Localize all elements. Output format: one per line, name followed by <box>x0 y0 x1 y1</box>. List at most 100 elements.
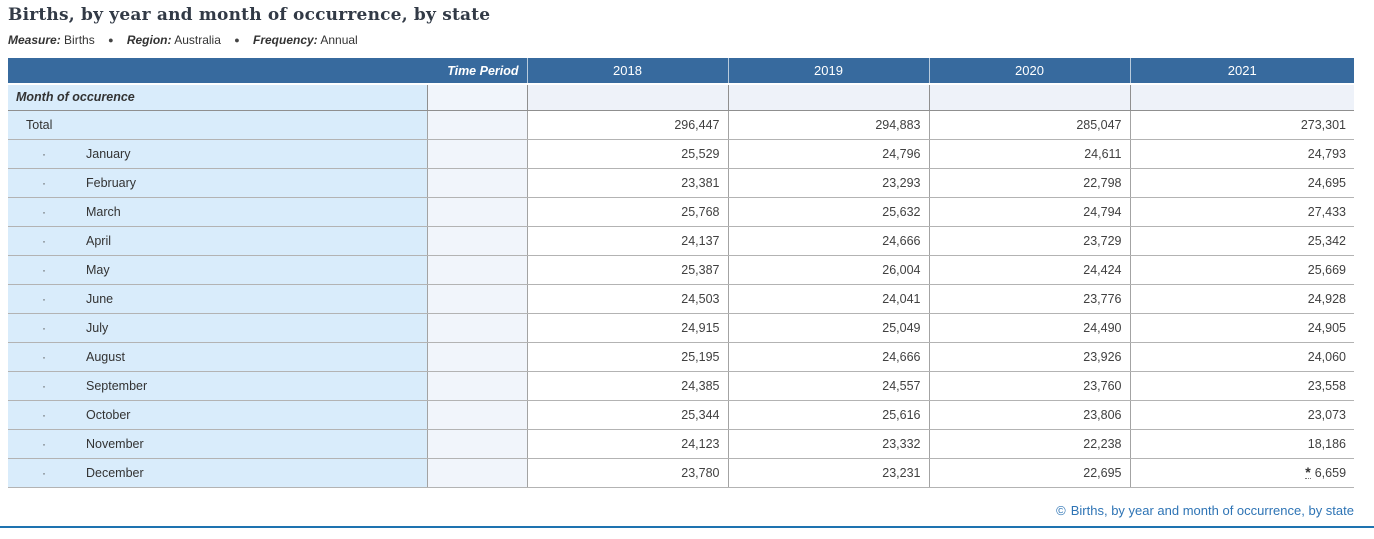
cell-value: 23,332 <box>882 436 921 451</box>
value-cell: 24,490 <box>928 313 1131 343</box>
filter-frequency-label: Frequency: <box>253 33 318 47</box>
row-label: July <box>86 320 109 335</box>
cell-value: 25,529 <box>681 146 720 161</box>
cell-value: 24,137 <box>681 233 720 248</box>
table-row: · December 23,780 23,231 22,695 * 6,659 <box>8 458 1355 488</box>
footnote-asterisk[interactable]: * <box>1305 463 1311 480</box>
year-column-header-2019: 2019 <box>727 58 930 85</box>
filter-region-value: Australia <box>174 33 221 47</box>
value-cell: 23,806 <box>928 400 1131 430</box>
row-label-cell: Total <box>8 110 427 140</box>
row-label: August <box>86 349 125 364</box>
time-period-cell <box>426 429 528 459</box>
row-label-cell: · February <box>8 168 427 198</box>
value-cell: 23,776 <box>928 284 1131 314</box>
value-cell: 24,611 <box>928 139 1131 169</box>
cell-value: 24,666 <box>882 349 921 364</box>
copyright-icon: © <box>1056 502 1066 518</box>
cell-value: 24,385 <box>681 378 720 393</box>
row-label: September <box>86 378 148 393</box>
value-cell: 18,186 <box>1129 429 1355 459</box>
value-cell: 24,385 <box>526 371 729 401</box>
empty-cell <box>928 84 1131 111</box>
row-label: June <box>86 291 114 306</box>
cell-value: 24,666 <box>882 233 921 248</box>
cell-value: 23,729 <box>1083 233 1122 248</box>
cell-value: 23,381 <box>681 175 720 190</box>
value-cell: 23,558 <box>1129 371 1355 401</box>
births-data-table: Time Period 2018 2019 2020 2021 Month of… <box>8 58 1355 488</box>
source-link[interactable]: Births, by year and month of occurrence,… <box>1070 502 1354 518</box>
value-cell: 24,793 <box>1129 139 1355 169</box>
cell-value: 22,238 <box>1083 436 1122 451</box>
cell-value: 24,060 <box>1307 349 1347 364</box>
filter-measure-label: Measure: <box>8 33 61 47</box>
value-cell: 273,301 <box>1129 110 1355 140</box>
table-footer: © Births, by year and month of occurrence… <box>8 503 1354 518</box>
cell-value: 27,433 <box>1307 204 1347 219</box>
time-period-cell <box>426 342 528 372</box>
cell-value: 23,293 <box>882 175 921 190</box>
value-cell: 26,004 <box>727 255 930 285</box>
bullet-separator-icon: ● <box>234 35 240 45</box>
row-label: March <box>86 204 121 219</box>
row-label-cell: · January <box>8 139 427 169</box>
cell-value: 24,123 <box>681 436 720 451</box>
hierarchy-dot-icon: · <box>42 233 46 248</box>
hierarchy-dot-icon: · <box>42 291 46 306</box>
cell-value: 273,301 <box>1300 117 1347 132</box>
cell-value: 22,695 <box>1083 465 1122 480</box>
value-cell: 24,928 <box>1129 284 1355 314</box>
time-period-cell <box>426 84 528 111</box>
page: Births, by year and month of occurrence,… <box>0 5 1374 528</box>
value-cell: 296,447 <box>526 110 729 140</box>
cell-value: 25,195 <box>681 349 720 364</box>
hierarchy-dot-icon: · <box>42 320 46 335</box>
table-row: · May 25,387 26,004 24,424 25,669 <box>8 255 1355 285</box>
value-cell: 22,798 <box>928 168 1131 198</box>
year-column-header-2018: 2018 <box>526 58 729 85</box>
value-cell: 24,424 <box>928 255 1131 285</box>
cell-value: 25,632 <box>882 204 921 219</box>
row-label-cell: · June <box>8 284 427 314</box>
row-label-cell: · July <box>8 313 427 343</box>
cell-value: 25,344 <box>681 407 720 422</box>
cell-value: 24,503 <box>681 291 720 306</box>
value-cell: 24,557 <box>727 371 930 401</box>
cell-value: 24,490 <box>1083 320 1122 335</box>
value-cell: 24,041 <box>727 284 930 314</box>
value-cell: * 6,659 <box>1129 458 1355 488</box>
header-row: Time Period 2018 2019 2020 2021 <box>8 58 1355 85</box>
cell-value: 6,659 <box>1314 465 1347 480</box>
row-label: November <box>86 436 144 451</box>
value-cell: 24,060 <box>1129 342 1355 372</box>
empty-cell <box>1129 84 1355 111</box>
cell-value: 24,796 <box>882 146 921 161</box>
cell-value: 24,915 <box>681 320 720 335</box>
value-cell: 25,616 <box>727 400 930 430</box>
hierarchy-dot-icon: · <box>42 349 46 364</box>
value-cell: 24,666 <box>727 226 930 256</box>
cell-value: 296,447 <box>674 117 720 132</box>
value-cell: 24,137 <box>526 226 729 256</box>
time-period-cell <box>426 197 528 227</box>
hierarchy-dot-icon: · <box>42 465 46 480</box>
hierarchy-dot-icon: · <box>42 262 46 277</box>
hierarchy-dot-icon: · <box>42 175 46 190</box>
value-cell: 23,780 <box>526 458 729 488</box>
cell-value: 23,231 <box>882 465 921 480</box>
cell-value: 24,928 <box>1307 291 1347 306</box>
time-period-cell <box>426 313 528 343</box>
table-row: · October 25,344 25,616 23,806 23,073 <box>8 400 1355 430</box>
filter-region-label: Region: <box>126 33 172 47</box>
time-period-cell <box>426 284 528 314</box>
time-period-cell <box>426 400 528 430</box>
filter-frequency-value: Annual <box>320 33 358 47</box>
cell-value: 23,776 <box>1083 291 1122 306</box>
value-cell: 24,123 <box>526 429 729 459</box>
cell-value: 23,760 <box>1083 378 1122 393</box>
table-row: · January 25,529 24,796 24,611 24,793 <box>8 139 1355 169</box>
row-label-cell: · May <box>8 255 427 285</box>
row-label-cell: · November <box>8 429 427 459</box>
cell-value: 24,557 <box>882 378 921 393</box>
